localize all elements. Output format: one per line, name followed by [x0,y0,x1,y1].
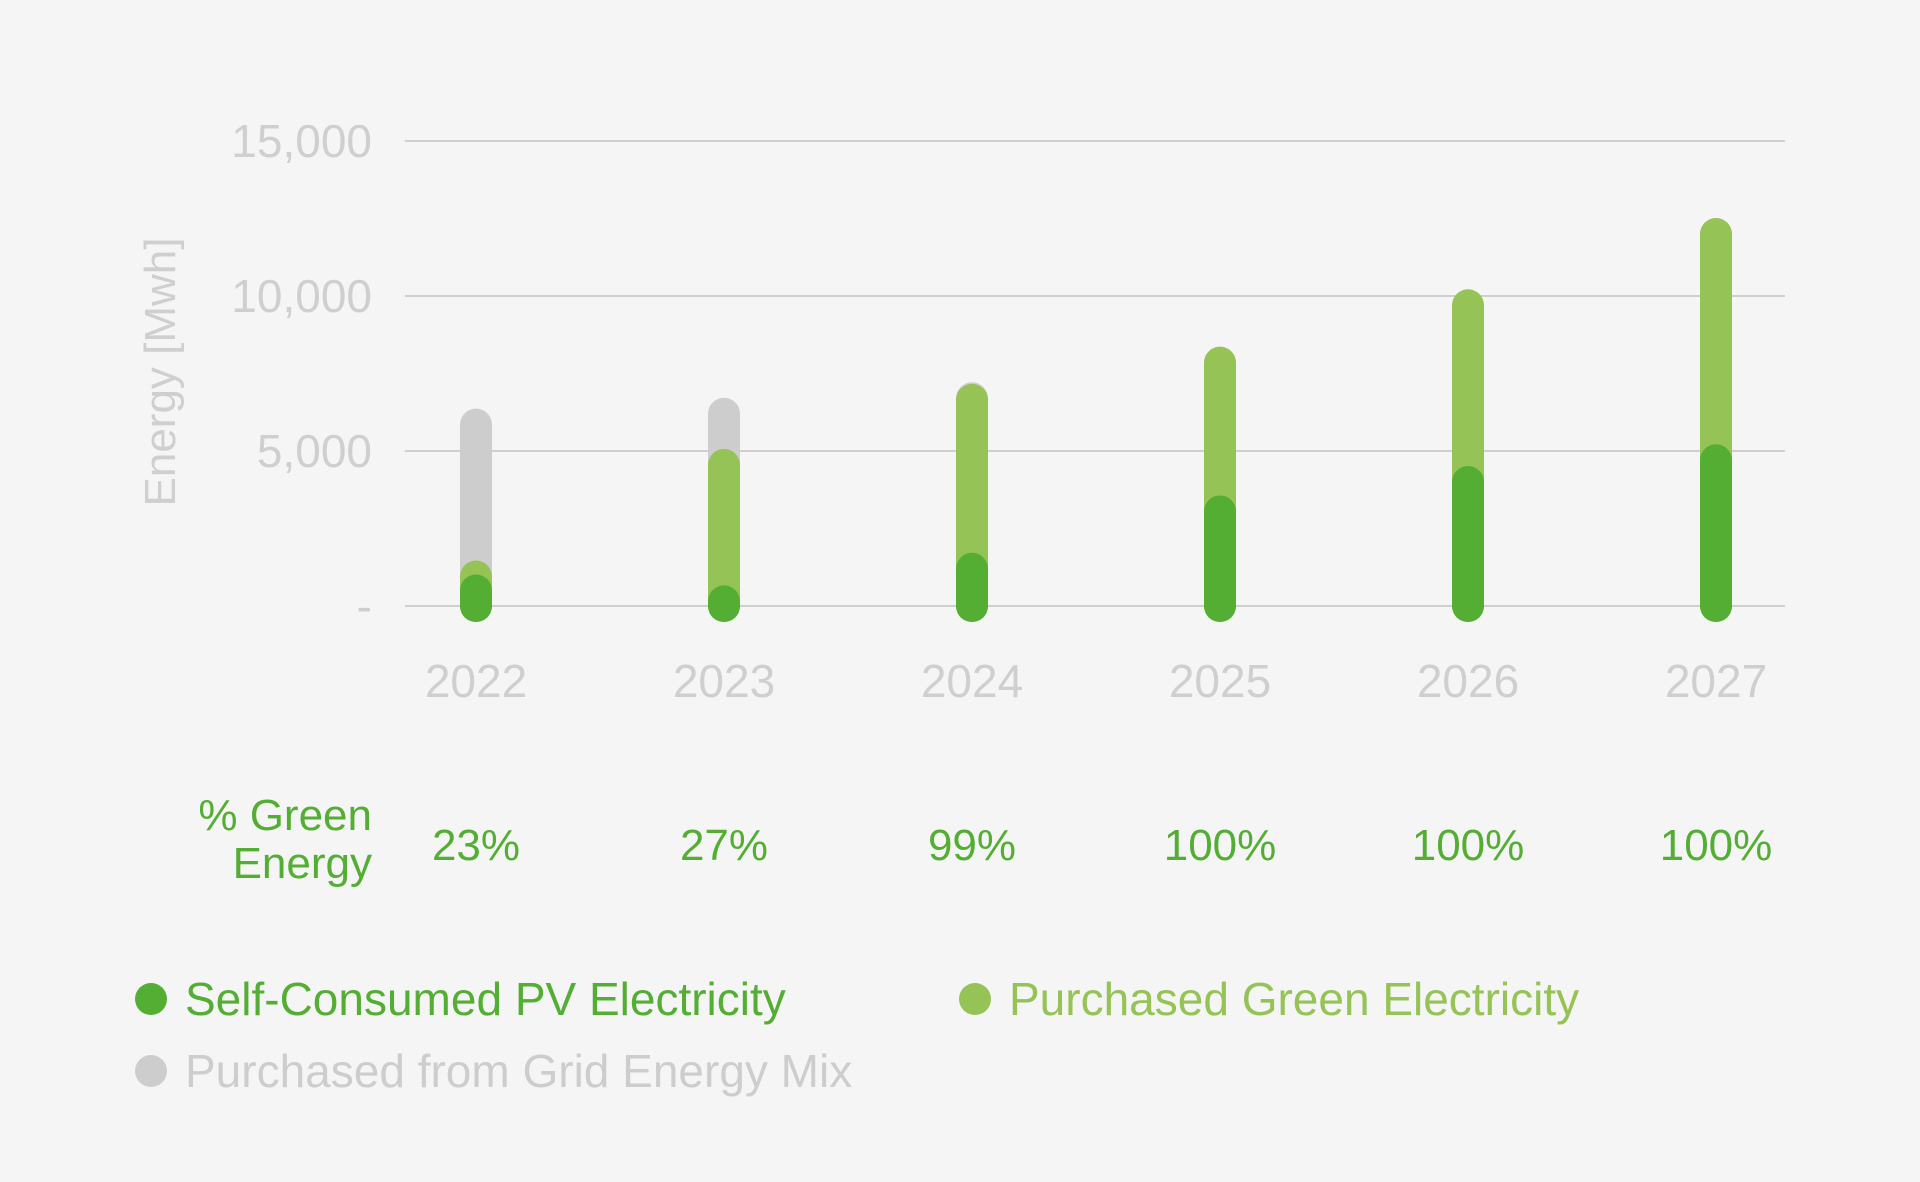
green-share-label-line1: % Green [198,791,372,840]
bar-2027-series-0 [1700,444,1732,622]
y-tick-labels: - 5,000 10,000 15,000 [231,115,372,632]
bar-2025-series-0 [1204,495,1236,622]
bar-2023-series-0 [708,585,740,622]
green-share-2026: 100% [1412,821,1525,870]
legend: Self-Consumed PV Electricity Purchased Gr… [135,973,1579,1097]
bar-2024-series-0 [956,552,988,622]
green-share-2025: 100% [1164,821,1277,870]
x-tick-label-2027: 2027 [1665,655,1767,707]
bars [460,218,1732,622]
legend-swatch-1 [959,983,991,1015]
y-tick-label-2: 10,000 [231,270,372,322]
y-axis-label: Energy [Mwh] [136,238,185,507]
bar-2026-series-0 [1452,466,1484,622]
green-share-values: 23% 27% 99% 100% 100% 100% [432,821,1772,870]
gridlines [405,140,1785,607]
x-tick-label-2023: 2023 [673,655,775,707]
legend-swatch-0 [135,983,167,1015]
x-tick-label-2022: 2022 [425,655,527,707]
bar-2023-series-1 [708,448,740,622]
legend-swatch-2 [135,1055,167,1087]
y-tick-label-0: - [357,580,372,632]
green-share-2024: 99% [928,821,1016,870]
legend-label-0: Self-Consumed PV Electricity [185,973,786,1025]
green-share-2022: 23% [432,821,520,870]
y-tick-label-1: 5,000 [257,425,372,477]
legend-label-1: Purchased Green Electricity [1009,973,1579,1025]
x-tick-label-2025: 2025 [1169,655,1271,707]
legend-label-2: Purchased from Grid Energy Mix [185,1045,852,1097]
x-tick-label-2026: 2026 [1417,655,1519,707]
bar-2022-series-0 [460,574,492,622]
green-share-2023: 27% [680,821,768,870]
x-tick-labels: 2022 2023 2024 2025 2026 2027 [425,655,1767,707]
green-share-2027: 100% [1660,821,1773,870]
x-tick-label-2024: 2024 [921,655,1023,707]
y-tick-label-3: 15,000 [231,115,372,167]
green-share-label-line2: Energy [233,839,372,888]
